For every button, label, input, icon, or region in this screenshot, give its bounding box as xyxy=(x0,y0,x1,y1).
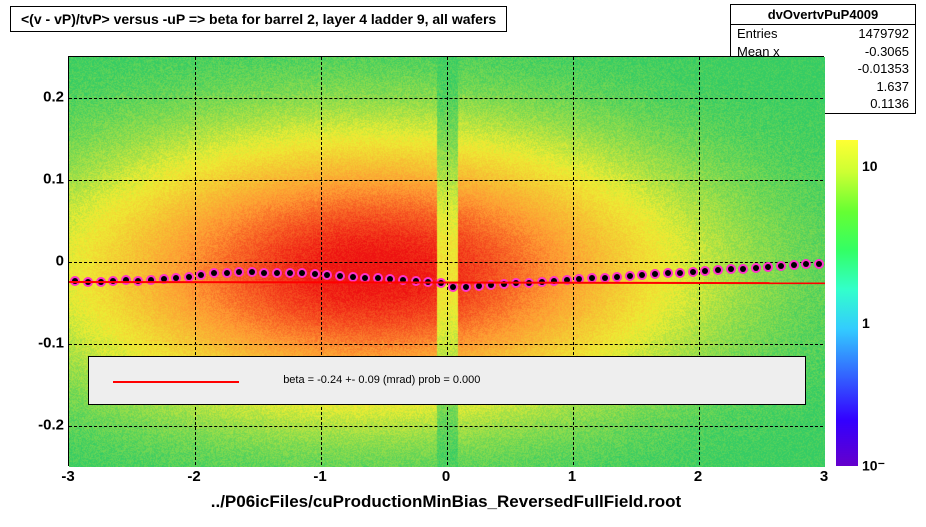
profile-marker-inner xyxy=(261,270,267,276)
profile-marker-inner xyxy=(312,271,318,277)
profile-marker-inner xyxy=(728,266,734,272)
profile-marker-inner xyxy=(677,270,683,276)
profile-marker-inner xyxy=(211,270,217,276)
plot-area: beta = -0.24 +- 0.09 (mrad) prob = 0.000 xyxy=(68,56,824,466)
profile-marker-inner xyxy=(690,269,696,275)
colorbar-tick-label: 1 xyxy=(862,315,870,331)
stats-value: -0.01353 xyxy=(858,60,909,78)
stats-row: Entries 1479792 xyxy=(731,25,915,43)
profile-marker-inner xyxy=(186,274,192,280)
profile-marker-inner xyxy=(450,284,456,290)
x-tick-label: 0 xyxy=(442,468,450,485)
grid-line-h xyxy=(69,426,823,427)
stats-label: Entries xyxy=(737,25,777,43)
profile-marker-inner xyxy=(740,266,746,272)
profile-marker-inner xyxy=(362,275,368,281)
profile-marker-inner xyxy=(765,264,771,270)
grid-line-h xyxy=(69,180,823,181)
grid-line-h xyxy=(69,344,823,345)
profile-marker-inner xyxy=(665,270,671,276)
x-tick-label: -3 xyxy=(61,468,74,485)
profile-marker-inner xyxy=(702,268,708,274)
profile-marker-inner xyxy=(463,284,469,290)
fit-text: beta = -0.24 +- 0.09 (mrad) prob = 0.000 xyxy=(283,374,480,386)
profile-marker-inner xyxy=(778,263,784,269)
chart-title: <(v - vP)/tvP> versus -uP => beta for ba… xyxy=(10,6,507,32)
profile-marker-inner xyxy=(627,273,633,279)
profile-marker-inner xyxy=(639,272,645,278)
x-axis-label: ../P06icFiles/cuProductionMinBias_Revers… xyxy=(68,492,824,512)
profile-marker-inner xyxy=(324,272,330,278)
y-tick-label: -0.1 xyxy=(4,335,64,352)
profile-marker-inner xyxy=(236,269,242,275)
profile-marker-inner xyxy=(224,270,230,276)
profile-marker-inner xyxy=(287,270,293,276)
stats-value: 0.1136 xyxy=(870,95,909,113)
y-tick-label: 0.2 xyxy=(4,89,64,106)
profile-marker-inner xyxy=(816,261,822,267)
x-tick-label: -1 xyxy=(313,468,326,485)
profile-marker-inner xyxy=(589,275,595,281)
y-tick-label: 0.1 xyxy=(4,171,64,188)
profile-marker-inner xyxy=(173,275,179,281)
x-tick-label: 3 xyxy=(820,468,828,485)
profile-marker-inner xyxy=(652,271,658,277)
profile-marker-inner xyxy=(249,269,255,275)
x-tick-label: 2 xyxy=(694,468,702,485)
profile-marker-inner xyxy=(803,261,809,267)
profile-marker-inner xyxy=(602,275,608,281)
stats-histname: dvOvertvPuP4009 xyxy=(731,5,915,25)
stats-value: 1.637 xyxy=(876,78,909,96)
profile-marker-inner xyxy=(274,270,280,276)
profile-marker-inner xyxy=(791,262,797,268)
profile-marker-inner xyxy=(715,267,721,273)
colorbar-tick-label: 10⁻ xyxy=(862,458,885,475)
grid-line-h xyxy=(69,98,823,99)
profile-marker-inner xyxy=(350,274,356,280)
profile-marker-inner xyxy=(753,265,759,271)
y-tick-label: 0 xyxy=(4,253,64,270)
stats-value: 1479792 xyxy=(858,25,909,43)
y-tick-label: -0.2 xyxy=(4,417,64,434)
profile-marker-inner xyxy=(337,273,343,279)
x-tick-label: -2 xyxy=(187,468,200,485)
profile-marker-inner xyxy=(476,283,482,289)
profile-marker-inner xyxy=(614,274,620,280)
x-tick-label: 1 xyxy=(568,468,576,485)
grid-line-h xyxy=(69,262,823,263)
stats-value: -0.3065 xyxy=(865,43,909,61)
colorbar xyxy=(836,140,858,466)
profile-marker-inner xyxy=(198,272,204,278)
profile-marker-inner xyxy=(299,270,305,276)
colorbar-tick-label: 10 xyxy=(862,158,878,174)
fit-line-sample xyxy=(113,381,239,383)
